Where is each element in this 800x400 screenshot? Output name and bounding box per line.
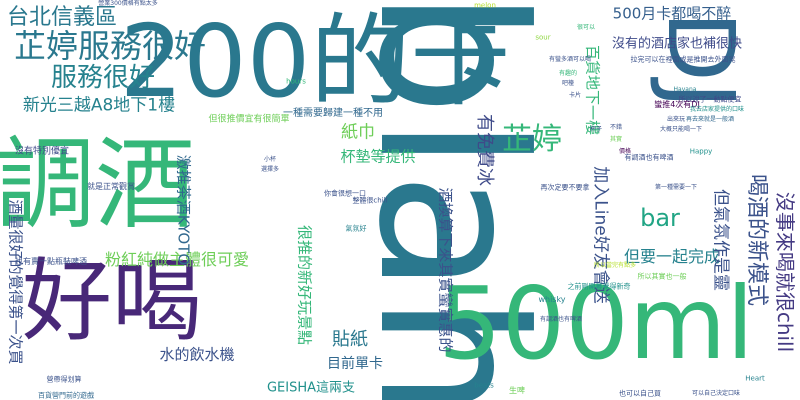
word-small-cup: 小杯 [263,156,277,163]
word-500ml: 500ml [437,265,755,382]
word-sour: sour [535,33,551,42]
word-hours: hours [286,77,306,86]
word-cheap-simple: 但很推價宜有很簡單 [208,114,290,125]
word-tasty: 好喝 [22,249,202,354]
word-go-out: 出來玩 [666,116,686,123]
word-new-open: 之前剛開幕覺得新奇 [567,282,631,291]
word-havana: Havana [673,86,697,93]
word-bar-counter: 吧檯 [561,80,575,87]
word-service-good: 服務很好 [50,63,156,93]
word-bar: bar [640,204,680,232]
word-many-wine: 有蠻多酒可以喝 [548,56,592,63]
word-zhiting-service: 芷婷服務很好 [13,27,207,65]
word-one-kind: 一種需要歸建一種不用 [283,108,383,119]
word-water: 水的飲水機 [159,345,235,364]
word-bit-cheaper: 所以說了一動點便宜 [678,95,742,104]
word-small-chill: 整體很chill [352,196,388,205]
word-price: 價格 [618,148,632,155]
word-game: 百貨營門前的遊戲 [38,391,94,400]
word-shin-kong: 新光三越A8地下1樓 [22,95,176,116]
word-taipei-xinyi: 台北信義區 [6,5,118,30]
word-zhiting: 芷婷 [502,122,562,157]
word-buy-self: 也可以自己買 [619,389,661,398]
word-recommend: 很推的新好玩景點 [295,224,314,346]
word-whisky: whisky [538,295,566,304]
word-single-card: 目前單卡 [327,356,383,372]
word-not-cheap: 沒有特別優宜 [14,146,70,157]
word-heart: Heart [745,374,765,383]
word-again: 再次定要不要拿 [540,183,590,192]
word-average: 所以其實也一般 [637,272,687,281]
word-finish: 但要一起完成 [623,247,721,266]
word-choose-flavor: 可以自己決定口味 [691,390,741,397]
word-pink: 粉紅純做主體很可愛 [104,250,250,269]
word-store-flavor: 我去店家提供的口味 [689,106,745,113]
word-good-atmosphere: 氣氛好 [345,224,367,233]
word-cocktail-beer-2: 有調酒也有啤酒 [539,316,583,323]
word-affordable: 酒換算下來其實蠻實惠的 [436,187,455,353]
word-first-kind: 第一種需要一下 [654,184,698,191]
word-many-choice: 選擇多 [260,166,280,173]
word-card: 卡片 [568,92,582,99]
word-beats: beats [474,381,494,390]
word-sticker: 貼紙 [332,329,368,350]
word-200-card: 200的卡 [119,3,511,120]
word-dj-times: 蠻推4次有DJ [654,100,700,109]
word-one-sip: 你會很想一口 [324,189,366,198]
word-price-300: 營業300價格有點太多 [98,0,158,7]
word-500-monthly: 500月卡都喝不醉 [612,4,732,23]
word-cocktail: 調酒 [0,126,195,243]
word-atmosphere: 但氣氛作是靈 [710,189,731,291]
word-not-bad: 不錯 [609,124,623,131]
word-tissue: 紙巾 [341,122,375,143]
word-cocktail-beer: 有調酒也有啤酒 [624,153,674,162]
word-cup: 杯子 [589,126,603,133]
word-geisha: GEISHA這兩支 [266,380,356,396]
word-free-ice: 有免費冰 [474,114,495,186]
word-actually: 其實 [609,136,623,143]
word-walk-out: 拉完可以在裡面或是推開去外面晃 [630,55,736,64]
word-worth: 營帶得划算 [46,375,82,384]
word-regular: 再去來就是一般酒 [685,116,735,123]
word-melon: melon [474,1,496,10]
word-happy: Happy [689,147,713,156]
word-first-buy: 酒量很好的覺得第一次買 [6,199,25,365]
word-coaster: 杯墊等提供 [340,147,416,166]
word-beer: 生啤 [509,386,525,395]
word-kyoto: 激推茶酒KYOTO [174,154,193,266]
word-fun: 有趣的 [558,70,578,77]
word-restock: 沒有的酒店家也補很快 [611,36,743,52]
word-many-after: 所以當完有點多 [593,262,637,269]
word-chill: 沒事來喝就很chill [773,191,797,353]
word-bottled-beer: 也有賣一點瓶裝啤酒 [15,257,87,266]
word-ok: 很可以 [576,24,596,31]
word-drink-bit: 大概只能喝一下 [659,126,703,133]
word-normal: 就是正常觀賞 [87,182,135,191]
word-new-mode: 喝酒的新模式 [744,173,769,307]
